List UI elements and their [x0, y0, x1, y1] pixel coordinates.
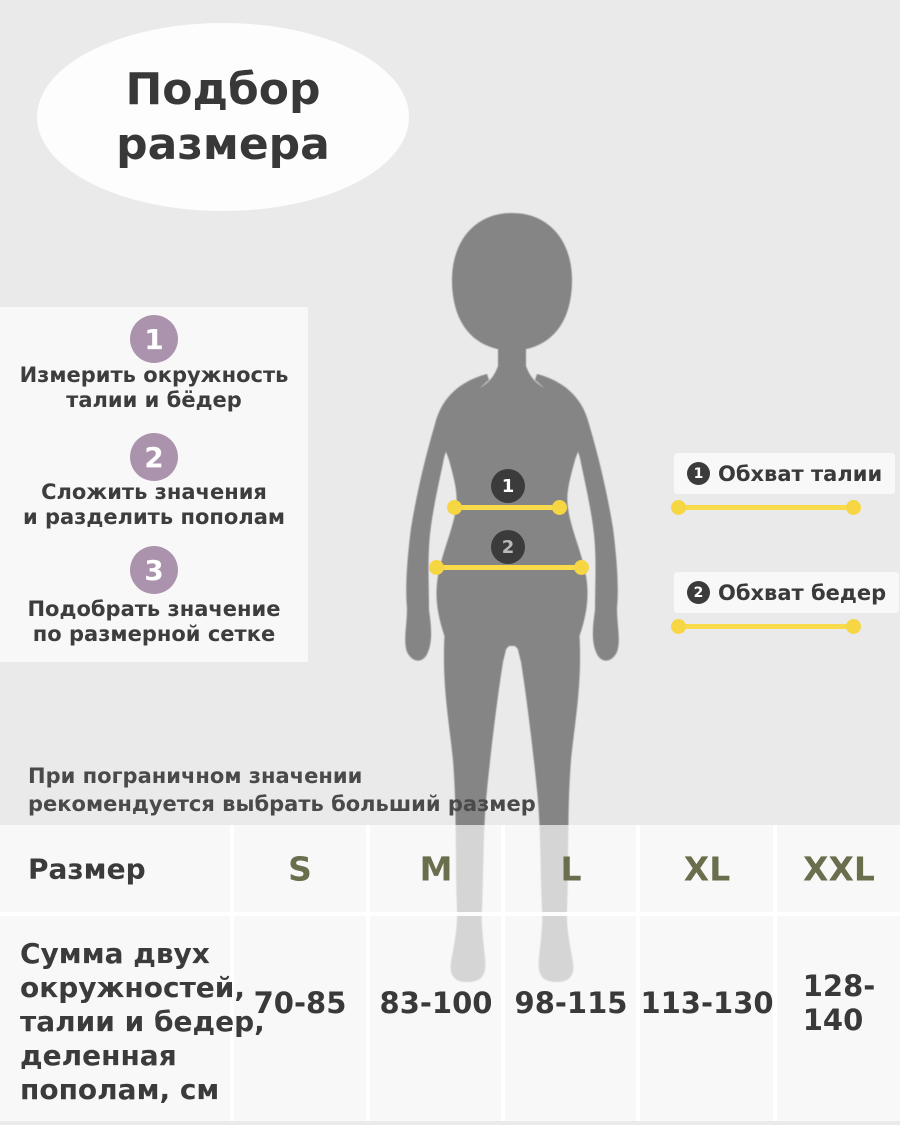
size-range-l: 98-115: [514, 986, 628, 1020]
silhouette-head: [452, 213, 572, 351]
steps-panel: 1 Измерить окружность талии и бёдер 2 Сл…: [0, 307, 308, 662]
step-1-badge: 1: [130, 315, 178, 363]
step-1-text: Измерить окружность талии и бёдер: [19, 363, 289, 412]
row-divider: [0, 912, 900, 916]
legend-waist-line: [671, 500, 861, 515]
step-2-text: Сложить значения и разделить пополам: [22, 480, 286, 529]
column-divider: [366, 825, 370, 1121]
step-2-badge: 2: [130, 433, 178, 481]
silhouette-torso: [436, 338, 588, 670]
column-divider: [636, 825, 640, 1121]
size-header-xxl: XXL: [803, 849, 875, 889]
title-ellipse: Подбор размера: [37, 23, 409, 211]
step-3-text: Подобрать значение по размерной сетке: [27, 597, 281, 646]
waist-measure-line: [447, 500, 567, 515]
legend-hip: 2 Обхват бедер: [674, 572, 900, 613]
size-table-corner-label: Размер: [28, 852, 146, 886]
column-divider: [773, 825, 777, 1121]
legend-hip-line: [671, 619, 861, 634]
page-title: Подбор размера: [116, 64, 330, 170]
column-divider: [501, 825, 505, 1121]
step-3-badge: 3: [130, 546, 178, 594]
size-table: Размер S M L XL XXL Сумма двух окружност…: [0, 825, 900, 1121]
waist-marker-badge: 1: [491, 469, 525, 503]
size-header-xl: XL: [683, 849, 731, 889]
size-row-label: Сумма двух окружностей, талии и бедер, д…: [20, 937, 265, 1106]
legend-hip-badge: 2: [687, 581, 710, 604]
hip-measure-line: [429, 560, 589, 575]
hip-marker-badge: 2: [491, 530, 525, 564]
size-range-m: 83-100: [379, 986, 493, 1020]
size-range-xxl: 128-140: [802, 969, 876, 1037]
size-header-s: S: [288, 849, 312, 889]
size-range-s: 70-85: [253, 986, 347, 1020]
borderline-note: При пограничном значении рекомендуется в…: [28, 764, 536, 816]
silhouette-right-arm: [535, 374, 619, 661]
legend-waist-label: Обхват талии: [718, 461, 883, 486]
size-header-m: M: [419, 849, 453, 889]
legend-waist-badge: 1: [687, 462, 710, 485]
legend-hip-label: Обхват бедер: [718, 580, 887, 605]
size-range-xl: 113-130: [640, 986, 774, 1020]
size-header-l: L: [560, 849, 582, 889]
column-divider: [230, 825, 234, 1121]
legend-waist: 1 Обхват талии: [674, 453, 896, 494]
silhouette-left-arm: [405, 374, 489, 661]
